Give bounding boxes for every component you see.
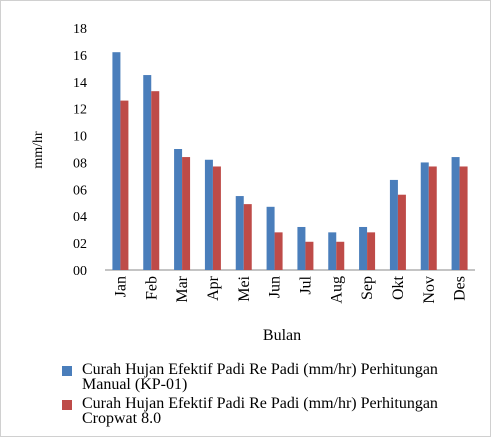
legend-entry: Curah Hujan Efektif Padi Re Padi (mm/hr)… <box>62 395 472 427</box>
x-tick-label: Des <box>452 276 469 301</box>
legend-swatch <box>62 400 72 410</box>
x-tick-label: Jun <box>267 276 284 298</box>
bar <box>143 75 152 270</box>
y-tick-label: 04 <box>73 210 87 225</box>
legend: Curah Hujan Efektif Padi Re Padi (mm/hr)… <box>62 362 472 430</box>
bar <box>204 159 213 270</box>
bar <box>274 232 283 270</box>
bar <box>397 194 406 270</box>
bar <box>174 149 183 270</box>
bar <box>420 162 429 270</box>
bar <box>305 241 314 270</box>
bar <box>120 100 129 270</box>
bar <box>151 91 160 270</box>
bar <box>336 241 345 270</box>
bar <box>459 166 468 270</box>
y-tick-label: 08 <box>73 156 87 171</box>
x-tick-label: Apr <box>205 275 222 301</box>
x-tick-label: Mar <box>174 275 191 302</box>
bar <box>389 179 398 270</box>
x-tick-label: Feb <box>143 276 160 300</box>
bar <box>451 157 460 270</box>
y-axis-label: mm/hr <box>31 131 46 169</box>
y-tick-label: 00 <box>73 264 87 279</box>
y-tick-label: 14 <box>73 76 87 91</box>
legend-label: Curah Hujan Efektif Padi Re Padi (mm/hr)… <box>82 361 438 393</box>
x-tick-label: Aug <box>328 276 345 304</box>
x-tick-label: Jan <box>112 276 129 297</box>
legend-entry: Curah Hujan Efektif Padi Re Padi (mm/hr)… <box>62 361 472 393</box>
bar <box>359 226 368 270</box>
bar <box>266 206 275 270</box>
bar <box>235 196 244 270</box>
x-tick-label: Okt <box>390 275 407 300</box>
bar <box>367 232 376 270</box>
bar <box>243 204 252 270</box>
x-tick-label: Nov <box>421 276 438 304</box>
bar <box>112 52 121 271</box>
bar <box>297 226 306 270</box>
bar <box>182 157 191 270</box>
x-tick-label: Jul <box>297 275 314 294</box>
legend-label: Curah Hujan Efektif Padi Re Padi (mm/hr)… <box>82 395 438 427</box>
y-tick-label: 06 <box>73 183 87 198</box>
x-tick-label: Mei <box>236 275 253 301</box>
y-tick-label: 02 <box>73 237 87 252</box>
y-tick-label: 10 <box>73 130 87 145</box>
y-tick-label: 18 <box>73 22 87 37</box>
x-tick-label: Sep <box>359 276 376 300</box>
legend-swatch <box>62 366 72 376</box>
x-axis-label: Bulan <box>263 327 301 344</box>
y-tick-label: 16 <box>73 49 87 64</box>
y-tick-label: 12 <box>73 103 87 118</box>
bar <box>212 166 221 270</box>
bar <box>328 232 337 270</box>
bar <box>428 166 437 270</box>
